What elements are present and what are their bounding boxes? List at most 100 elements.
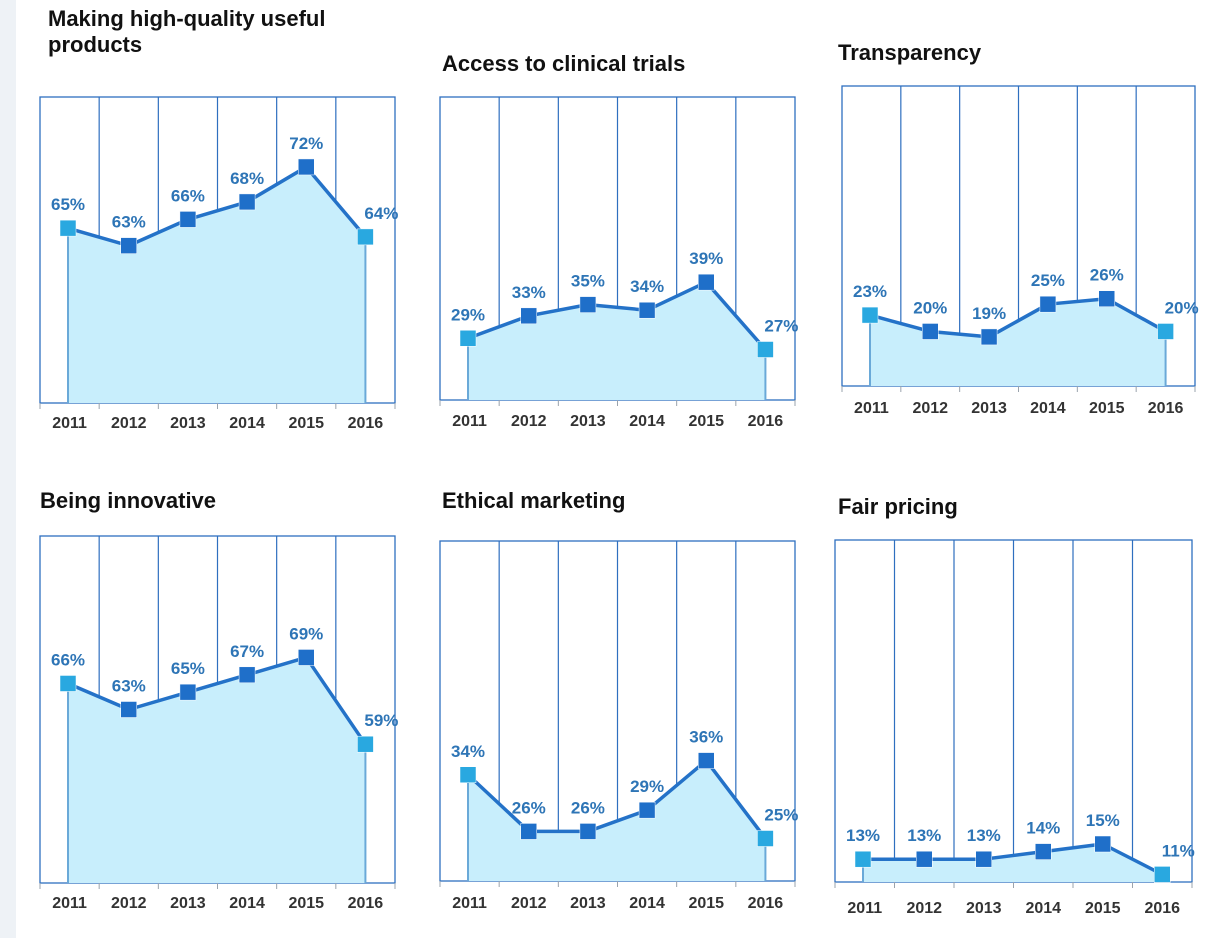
data-point-marker xyxy=(179,683,197,701)
x-tick-label: 2014 xyxy=(229,895,265,912)
data-label: 35% xyxy=(571,272,605,291)
chart-title: Fair pricing xyxy=(838,494,958,519)
data-point-marker xyxy=(357,228,374,246)
series-area xyxy=(468,282,766,400)
data-point-marker xyxy=(298,158,315,176)
data-point-marker xyxy=(120,237,137,254)
chart-title: Ethical marketing xyxy=(442,488,626,513)
data-label: 15% xyxy=(1086,811,1120,830)
x-tick-label: 2012 xyxy=(906,900,942,917)
chart-title: Transparency xyxy=(838,40,982,65)
data-label: 27% xyxy=(764,317,798,336)
data-point-marker xyxy=(238,666,256,684)
data-label: 25% xyxy=(764,806,798,825)
x-tick-label: 2016 xyxy=(1144,900,1180,917)
data-label: 29% xyxy=(451,305,485,324)
data-point-marker xyxy=(861,306,879,324)
x-tick-label: 2013 xyxy=(570,895,606,912)
data-point-marker xyxy=(459,766,477,783)
data-point-marker xyxy=(698,752,715,769)
x-tick-label: 2013 xyxy=(966,900,1002,917)
data-label: 23% xyxy=(853,282,887,301)
data-label: 65% xyxy=(171,659,205,678)
x-tick-label: 2015 xyxy=(288,415,324,432)
data-label: 59% xyxy=(364,711,398,730)
series-line xyxy=(863,842,1164,876)
data-point-marker xyxy=(980,328,998,346)
data-point-marker xyxy=(757,830,774,847)
chart-title: Making high-quality useful products xyxy=(48,6,326,57)
data-label: 69% xyxy=(289,624,323,643)
x-tick-label: 2016 xyxy=(348,415,384,432)
chart-title: Being innovative xyxy=(40,488,217,513)
series-line xyxy=(67,165,367,248)
chart-title: Access to clinical trials xyxy=(442,51,686,76)
data-label: 11% xyxy=(1162,841,1195,860)
data-label: 26% xyxy=(571,798,605,817)
x-tick-label: 2012 xyxy=(511,895,547,912)
data-label: 20% xyxy=(913,298,947,317)
x-tick-label: 2016 xyxy=(348,895,384,912)
data-point-marker xyxy=(1154,866,1171,883)
x-tick-label: 2015 xyxy=(1089,400,1125,417)
data-point-marker xyxy=(59,219,77,237)
data-point-marker xyxy=(638,301,656,319)
data-label: 64% xyxy=(364,204,398,223)
x-tick-label: 2012 xyxy=(111,895,147,912)
data-label: 63% xyxy=(112,677,146,696)
data-point-marker xyxy=(698,273,715,291)
data-point-marker xyxy=(638,801,656,819)
data-point-marker xyxy=(238,193,256,211)
data-point-marker xyxy=(520,307,537,325)
data-label: 68% xyxy=(230,169,264,188)
x-tick-label: 2012 xyxy=(912,400,948,417)
data-point-marker xyxy=(1035,843,1052,860)
data-point-marker xyxy=(298,649,315,666)
data-point-marker xyxy=(757,341,774,358)
data-label: 25% xyxy=(1031,271,1065,290)
series-area xyxy=(68,657,366,883)
x-tick-label: 2011 xyxy=(52,415,87,432)
data-label: 13% xyxy=(907,826,941,845)
data-label: 13% xyxy=(846,826,880,845)
x-tick-label: 2014 xyxy=(229,415,265,432)
data-label: 29% xyxy=(630,777,664,796)
data-label: 26% xyxy=(1090,266,1124,285)
x-tick-label: 2016 xyxy=(748,413,784,430)
left-margin-strip xyxy=(0,0,16,938)
data-point-marker xyxy=(357,735,374,753)
x-tick-label: 2014 xyxy=(1030,400,1066,417)
data-point-marker xyxy=(120,701,137,718)
data-point-marker xyxy=(975,850,992,868)
x-tick-label: 2015 xyxy=(288,895,324,912)
data-label: 34% xyxy=(630,277,664,296)
data-point-marker xyxy=(579,823,597,840)
data-label: 14% xyxy=(1026,819,1060,838)
x-tick-label: 2011 xyxy=(452,895,487,912)
data-label: 34% xyxy=(451,742,485,761)
data-point-marker xyxy=(459,330,477,347)
data-point-marker xyxy=(854,850,872,868)
x-tick-label: 2015 xyxy=(688,413,724,430)
data-point-marker xyxy=(1039,295,1057,313)
data-point-marker xyxy=(59,675,77,692)
x-tick-label: 2011 xyxy=(854,400,889,417)
data-label: 19% xyxy=(972,304,1006,323)
data-point-marker xyxy=(579,296,597,313)
series-line xyxy=(467,280,767,351)
x-tick-label: 2013 xyxy=(971,400,1007,417)
data-label: 13% xyxy=(967,826,1001,845)
x-tick-label: 2011 xyxy=(52,895,87,912)
series-area xyxy=(68,166,366,403)
data-point-marker xyxy=(916,850,933,868)
x-tick-label: 2011 xyxy=(452,413,487,430)
x-tick-label: 2013 xyxy=(170,895,206,912)
x-tick-label: 2014 xyxy=(629,895,665,912)
data-label: 67% xyxy=(230,642,264,661)
data-label: 39% xyxy=(689,249,723,268)
